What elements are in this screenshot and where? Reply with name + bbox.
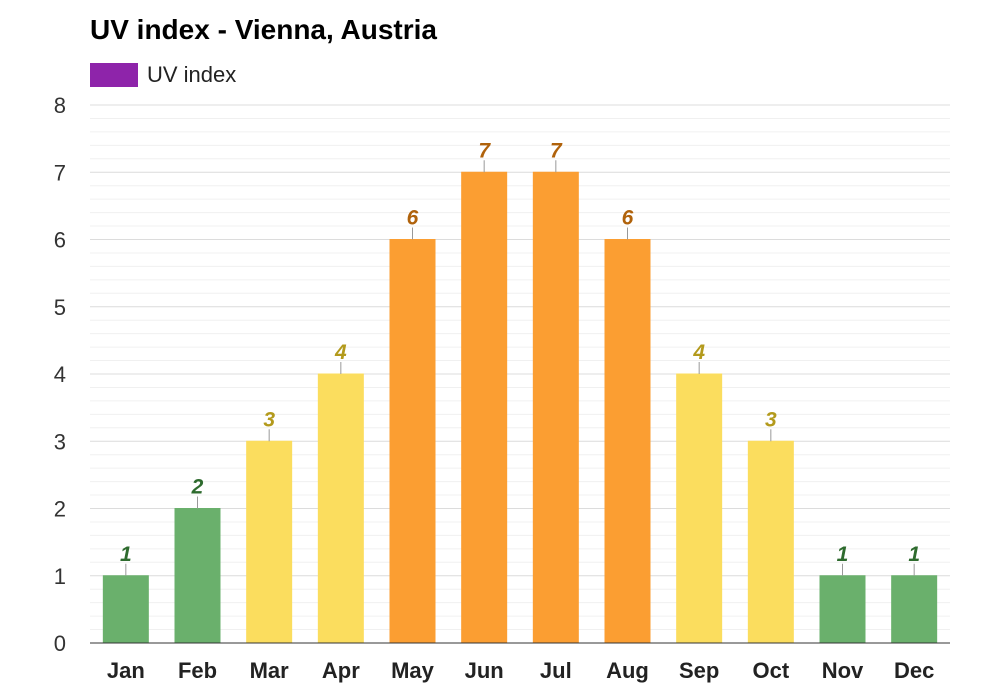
y-tick-label: 6 [54, 228, 66, 253]
grid-layer [90, 104, 950, 631]
x-tick-label: Aug [606, 658, 649, 683]
x-tick-label: Jan [107, 658, 145, 683]
axis-layer: 0 1 2 3 4 5 6 7 8 Jan Feb Mar Apr May Jun Jul Aug Sep Oct N… [54, 93, 950, 683]
bar-layer [102, 171, 938, 644]
bar-jan [102, 575, 149, 644]
x-tick-label: May [391, 658, 435, 683]
bar-apr [317, 373, 364, 644]
data-label: 3 [263, 408, 275, 431]
x-tick-label: Jul [540, 658, 572, 683]
data-label: 1 [837, 543, 849, 566]
y-tick-label: 1 [54, 564, 66, 589]
chart-title: UV index - Vienna, Austria [90, 14, 437, 45]
label-layer: 1 2 3 4 6 7 7 6 4 3 1 1 [120, 139, 920, 576]
data-label: 3 [765, 408, 777, 431]
legend-label: UV index [147, 62, 237, 87]
y-tick-label: 0 [54, 631, 66, 656]
data-label: 6 [622, 207, 634, 230]
y-tick-label: 8 [54, 93, 66, 118]
data-label: 7 [478, 139, 491, 162]
data-label: 1 [908, 543, 920, 566]
data-label: 6 [407, 207, 419, 230]
data-label: 2 [191, 476, 204, 499]
y-tick-label: 7 [54, 160, 66, 185]
x-tick-label: Feb [178, 658, 217, 683]
bar-sep [676, 373, 723, 644]
y-tick-label: 2 [54, 497, 66, 522]
bar-jun [461, 171, 508, 644]
data-label: 7 [550, 139, 563, 162]
x-tick-label: Sep [679, 658, 719, 683]
data-label: 4 [334, 341, 347, 364]
x-tick-label: Jun [465, 658, 504, 683]
bar-oct [747, 440, 794, 644]
legend-swatch [90, 63, 138, 87]
bar-aug [604, 239, 651, 644]
bar-dec [891, 575, 938, 644]
y-tick-label: 4 [54, 362, 66, 387]
x-tick-label: Apr [322, 658, 360, 683]
y-tick-label: 5 [54, 295, 66, 320]
y-tick-label: 3 [54, 429, 66, 454]
bar-feb [174, 508, 221, 644]
legend: UV index [90, 62, 236, 88]
x-tick-label: Oct [752, 658, 789, 683]
bar-nov [819, 575, 866, 644]
data-label: 1 [120, 543, 132, 566]
x-tick-label: Mar [250, 658, 290, 683]
x-tick-label: Nov [822, 658, 864, 683]
bar-jul [532, 171, 579, 644]
bar-mar [246, 440, 293, 644]
x-tick-label: Dec [894, 658, 934, 683]
data-label: 4 [692, 341, 705, 364]
bar-may [389, 239, 436, 644]
